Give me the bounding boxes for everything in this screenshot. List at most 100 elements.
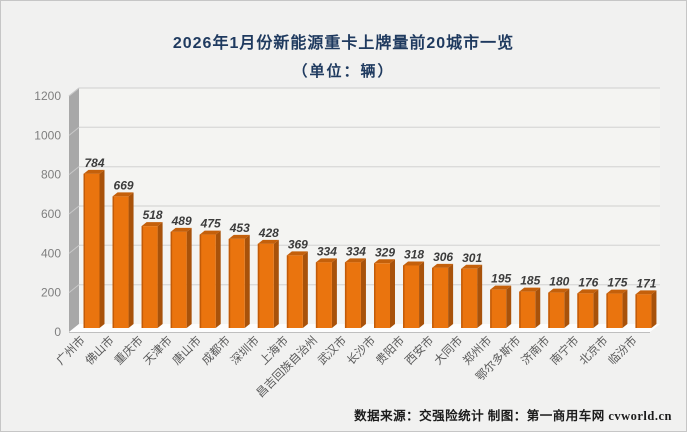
bar xyxy=(83,173,100,328)
bar-left-edge xyxy=(83,173,85,328)
bar-side-face xyxy=(128,192,134,328)
bar-top-face xyxy=(577,289,599,294)
x-axis-label: 长沙市 xyxy=(344,333,378,367)
bar-top-face xyxy=(635,290,657,295)
bar-value-label: 784 xyxy=(84,156,104,170)
bar xyxy=(199,234,216,328)
wall-tick xyxy=(68,284,80,294)
bar-left-edge xyxy=(141,226,144,328)
bar-value-label: 453 xyxy=(229,221,250,235)
bar-top-face xyxy=(199,230,221,235)
x-axis-label: 深圳市 xyxy=(228,333,262,367)
x-axis-label: 成都市 xyxy=(199,333,233,367)
bar-top-face xyxy=(170,227,192,232)
bar-value-label: 369 xyxy=(288,237,308,251)
bar xyxy=(257,243,274,328)
y-axis-label: 0 xyxy=(54,325,61,339)
y-axis-label: 200 xyxy=(41,286,61,300)
x-axis-label: 临汾市 xyxy=(605,333,639,367)
bar-side-face xyxy=(331,258,337,328)
wall-tick xyxy=(68,166,80,176)
bar xyxy=(490,289,507,328)
source-credit: 数据来源：交强险统计 制图：第一商用车网 cvworld.cn xyxy=(354,409,672,423)
bar-left-edge xyxy=(548,292,550,328)
bar xyxy=(548,292,565,328)
bar-value-label: 669 xyxy=(114,178,134,192)
bar-top-face xyxy=(606,289,628,294)
bar-value-label: 329 xyxy=(375,245,395,259)
bar-value-label: 175 xyxy=(607,276,627,290)
bar-side-face xyxy=(535,287,541,328)
bar-left-edge xyxy=(374,263,376,328)
bar-value-label: 306 xyxy=(433,250,453,264)
bar-top-face xyxy=(490,285,512,290)
wall-tick xyxy=(68,126,80,136)
bar-top-face xyxy=(257,239,279,244)
bar-top-face xyxy=(112,192,134,197)
bar-side-face xyxy=(157,222,163,328)
bar xyxy=(606,293,623,328)
bar-top-face xyxy=(374,259,395,264)
bar-value-label: 318 xyxy=(404,247,424,261)
bar xyxy=(315,262,332,328)
bar-left-edge xyxy=(170,231,173,328)
bar-left-edge xyxy=(461,268,463,328)
bar xyxy=(374,263,390,328)
bar-value-label: 334 xyxy=(317,244,337,258)
bar-value-label: 334 xyxy=(346,244,366,258)
bar-left-edge xyxy=(432,267,434,328)
chart-header: 2026年1月份新能源重卡上牌量前20城市一览 （单位：辆） xyxy=(1,29,686,81)
bar-value-label: 518 xyxy=(143,208,163,222)
bar xyxy=(519,291,536,328)
chart-title: 2026年1月份新能源重卡上牌量前20城市一览 xyxy=(172,35,515,52)
bar-left-edge xyxy=(228,238,231,328)
bar-side-face xyxy=(215,230,221,328)
bar-side-face xyxy=(593,289,599,328)
y-axis-label: 600 xyxy=(41,207,61,221)
bar-left-edge xyxy=(112,196,115,328)
bar xyxy=(286,255,303,328)
bar-side-face xyxy=(622,289,628,328)
bar-side-face xyxy=(477,264,483,328)
bar-side-face xyxy=(506,285,512,328)
bar xyxy=(141,226,158,328)
bar-top-face xyxy=(286,251,308,256)
bar-left-edge xyxy=(519,291,521,328)
bar-left-edge xyxy=(577,293,579,328)
bar-value-label: 185 xyxy=(520,274,540,288)
bar-side-face xyxy=(360,258,366,328)
x-axis-label: 佛山市 xyxy=(82,333,116,367)
wall-tick xyxy=(68,87,80,97)
bar-side-face xyxy=(651,290,657,328)
x-axis-label: 大同市 xyxy=(431,333,465,367)
bar-left-edge xyxy=(344,262,347,328)
bar-side-face xyxy=(564,288,570,328)
bar-value-label: 171 xyxy=(636,276,656,290)
x-axis-label: 重庆市 xyxy=(111,333,145,367)
bar-value-label: 428 xyxy=(258,226,279,240)
x-axis-label: 唐山市 xyxy=(170,333,204,367)
bar-left-edge xyxy=(199,234,202,328)
bar-left-edge xyxy=(315,262,318,328)
bar xyxy=(403,265,420,328)
bar-top-face xyxy=(403,261,425,266)
bar-top-face xyxy=(83,169,105,174)
chart-subtitle: （单位：辆） xyxy=(292,63,395,80)
bar-side-face xyxy=(302,251,308,328)
x-axis-label: 济南市 xyxy=(518,333,552,367)
x-axis-label: 天津市 xyxy=(140,333,174,367)
x-axis-label: 西安市 xyxy=(402,333,436,367)
bar xyxy=(170,231,187,328)
y-axis-label: 1000 xyxy=(34,128,61,142)
bar-value-label: 195 xyxy=(491,272,511,286)
bar-side-face xyxy=(186,227,192,328)
x-axis-label: 贵阳市 xyxy=(373,333,407,367)
bar-side-face xyxy=(244,234,250,328)
wall-tick xyxy=(68,244,80,254)
bar-value-label: 489 xyxy=(171,214,192,228)
bar-side-face xyxy=(99,169,105,328)
y-axis-label: 400 xyxy=(41,246,61,260)
bar xyxy=(344,262,361,328)
bar-left-edge xyxy=(286,255,289,328)
